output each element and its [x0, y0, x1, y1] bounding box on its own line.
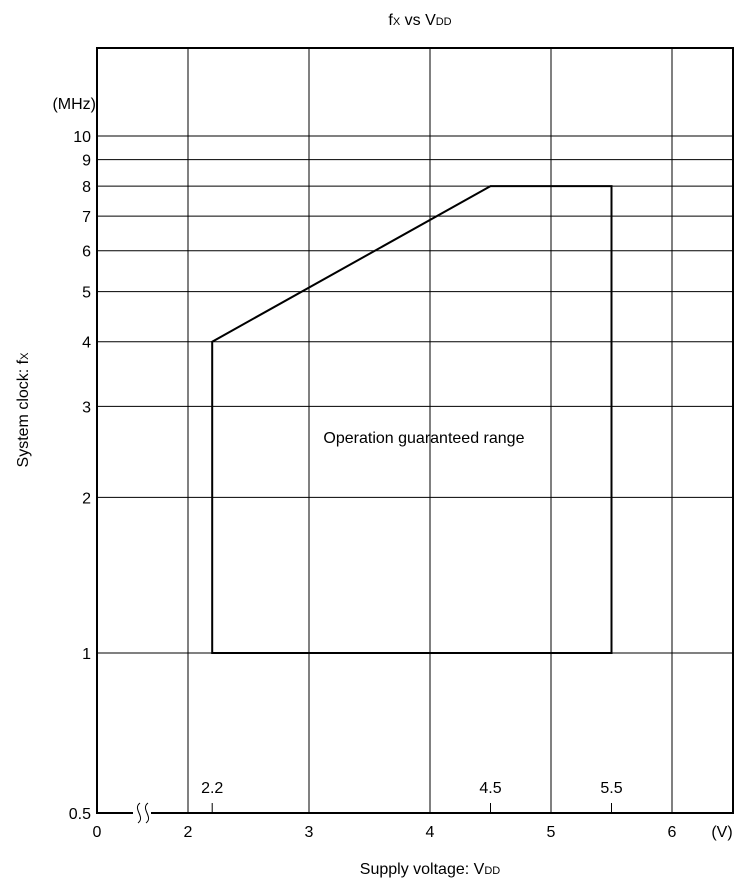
y-tick-label: 4 — [82, 335, 91, 352]
y-tick-label: 10 — [73, 129, 91, 146]
y-tick-label: 3 — [82, 399, 91, 416]
y-axis-label: System clock: fX — [15, 352, 32, 468]
y-tick-label: 6 — [82, 244, 91, 261]
point-label: 2.2 — [201, 780, 223, 797]
operation-guaranteed-region — [211, 185, 613, 654]
ticks-layer: 0 2 3 4 5 6 0.5 1 2 3 4 5 6 7 8 9 10 2.2 4.5 5.5 — [69, 129, 677, 841]
region-annotation: Operation guaranteed range — [323, 430, 524, 447]
point-label: 4.5 — [479, 780, 501, 797]
y-tick-label: 7 — [82, 209, 91, 226]
y-tick-label: 9 — [82, 153, 91, 170]
chart-title: fX vs VDD — [388, 12, 451, 29]
x-tick-label: 5 — [547, 824, 556, 841]
x-tick-label: 4 — [426, 824, 435, 841]
y-tick-label: 2 — [82, 490, 91, 507]
y-tick-label: 1 — [82, 646, 91, 663]
plot-frame — [96, 47, 734, 814]
x-tick-label: 6 — [668, 824, 677, 841]
x-axis-label: Supply voltage: VDD — [360, 861, 500, 878]
y-tick-label: 5 — [82, 285, 91, 302]
y-tick-label: 8 — [82, 179, 91, 196]
x-tick-label: 2 — [184, 824, 193, 841]
y-tick-label: 0.5 — [69, 806, 91, 823]
axis-break-mark — [133, 802, 151, 824]
point-label: 5.5 — [600, 780, 622, 797]
x-tick-label: 3 — [305, 824, 314, 841]
x-tick-label: 0 — [93, 824, 102, 841]
y-unit-label: (MHz) — [52, 96, 96, 113]
x-unit-label: (V) — [711, 824, 732, 841]
